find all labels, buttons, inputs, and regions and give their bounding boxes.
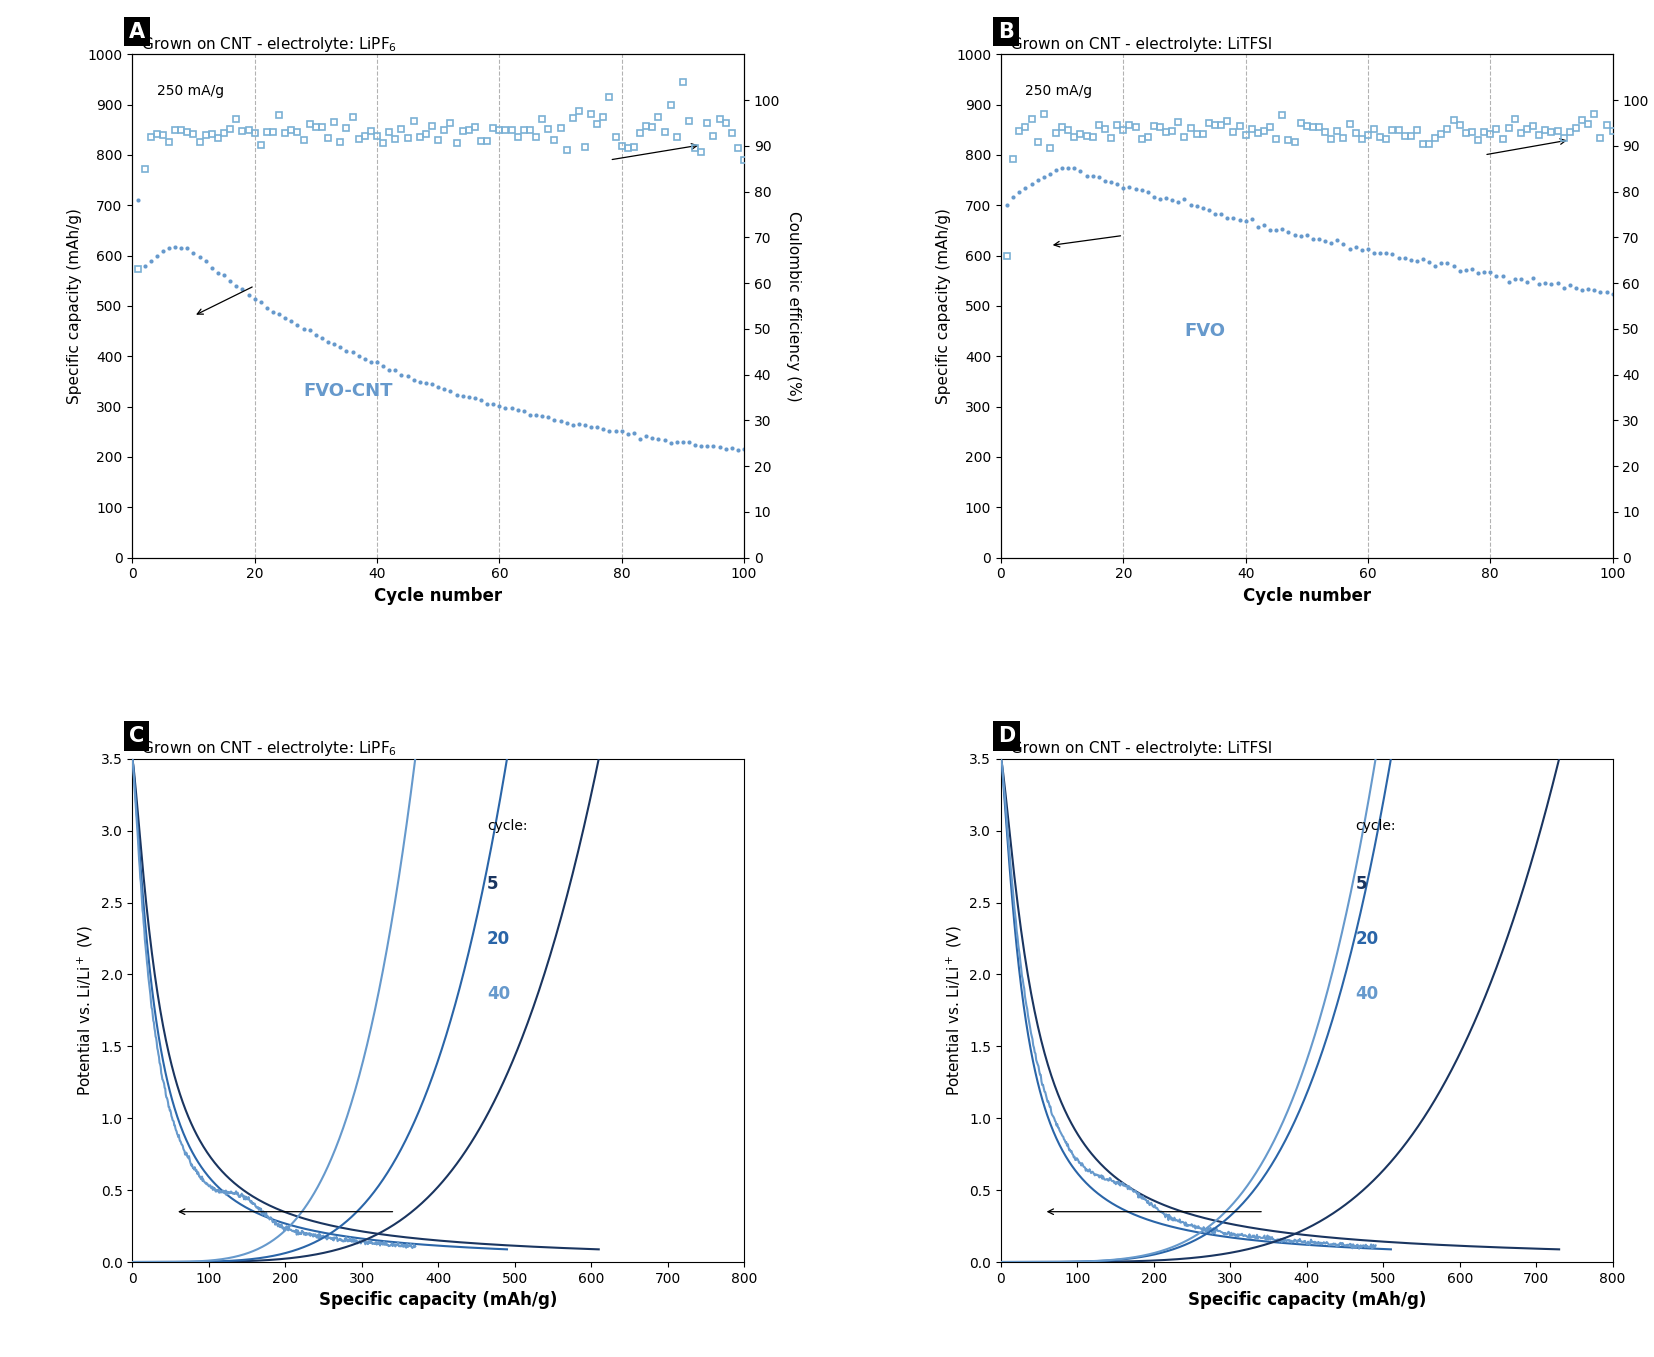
Text: FVO-CNT: FVO-CNT — [304, 383, 394, 400]
Text: Grown on CNT - electrolyte: LiTFSI: Grown on CNT - electrolyte: LiTFSI — [1001, 741, 1272, 756]
Text: 250 mA/g: 250 mA/g — [157, 84, 223, 98]
Text: 20: 20 — [1356, 930, 1379, 949]
Text: Grown on CNT - electrolyte: LiTFSI: Grown on CNT - electrolyte: LiTFSI — [1001, 37, 1272, 52]
Text: FVO: FVO — [1184, 322, 1226, 341]
X-axis label: Cycle number: Cycle number — [1242, 586, 1371, 605]
Text: 40: 40 — [488, 985, 509, 1003]
Text: 5: 5 — [1356, 874, 1368, 893]
Text: cycle:: cycle: — [488, 820, 528, 833]
Text: A: A — [129, 22, 146, 42]
Text: D: D — [997, 726, 1016, 746]
X-axis label: Specific capacity (mAh/g): Specific capacity (mAh/g) — [1188, 1292, 1426, 1310]
Text: 250 mA/g: 250 mA/g — [1025, 84, 1093, 98]
X-axis label: Cycle number: Cycle number — [374, 586, 503, 605]
Y-axis label: Specific capacity (mAh/g): Specific capacity (mAh/g) — [66, 208, 83, 404]
Text: 5: 5 — [488, 874, 498, 893]
Text: cycle:: cycle: — [1356, 820, 1396, 833]
Y-axis label: Specific capacity (mAh/g): Specific capacity (mAh/g) — [936, 208, 951, 404]
Text: Grown on CNT - electrolyte: LiPF$_6$: Grown on CNT - electrolyte: LiPF$_6$ — [132, 740, 397, 759]
Text: B: B — [997, 22, 1014, 42]
Y-axis label: Potential vs. Li/Li$^+$ (V): Potential vs. Li/Li$^+$ (V) — [76, 925, 94, 1096]
Text: Grown on CNT - electrolyte: LiPF$_6$: Grown on CNT - electrolyte: LiPF$_6$ — [132, 35, 397, 54]
Text: C: C — [129, 726, 144, 746]
X-axis label: Specific capacity (mAh/g): Specific capacity (mAh/g) — [319, 1292, 557, 1310]
Y-axis label: Potential vs. Li/Li$^+$ (V): Potential vs. Li/Li$^+$ (V) — [944, 925, 964, 1096]
Text: 20: 20 — [488, 930, 509, 949]
Y-axis label: Coulombic efficiency (%): Coulombic efficiency (%) — [786, 210, 801, 402]
Text: 40: 40 — [1356, 985, 1379, 1003]
